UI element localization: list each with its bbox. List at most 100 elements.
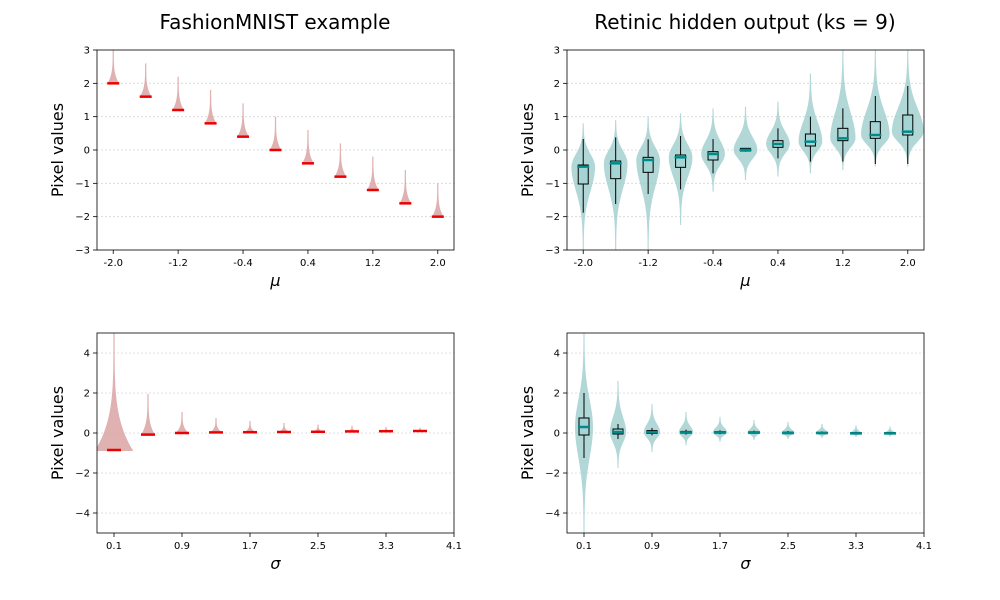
violin <box>850 425 862 437</box>
x-tick-label: 1.2 <box>835 258 851 269</box>
violin <box>269 116 282 151</box>
y-tick-label: −4 <box>545 509 560 520</box>
violin <box>733 106 758 180</box>
violin <box>242 421 258 433</box>
violin <box>815 424 829 438</box>
x-axis-label: μ <box>739 271 750 290</box>
y-tick-label: 0 <box>84 429 90 440</box>
violin <box>431 183 445 218</box>
panel-input-mu: −3 −2 −1 0 1 2 3 -2.0 -1.2 -0.4 0.4 1.2 2.0 μ Pixel va… <box>48 46 455 290</box>
violin <box>747 420 761 440</box>
y-tick-label: −3 <box>75 246 90 257</box>
plot-area <box>106 50 445 218</box>
x-tick-label: -2.0 <box>573 258 593 269</box>
violin <box>174 412 190 434</box>
y-tick-label: 4 <box>84 349 90 360</box>
violin <box>678 412 694 446</box>
violin <box>139 63 152 98</box>
x-axis-label: μ <box>269 271 280 290</box>
x-tick-label: 4.1 <box>916 541 932 552</box>
box <box>902 114 914 136</box>
y-axis-label: Pixel values <box>518 103 537 197</box>
y-tick-label: 2 <box>84 79 90 90</box>
violin <box>204 90 217 124</box>
x-tick-label: 0.9 <box>174 541 190 552</box>
y-tick-label: −4 <box>75 509 90 520</box>
x-tick-label: -1.2 <box>168 258 188 269</box>
y-tick-label: −3 <box>545 246 560 257</box>
x-tick-label: 2.5 <box>780 541 796 552</box>
panel-hidden-mu: −3 −2 −1 0 1 2 3 -2.0 -1.2 -0.4 0.4 1.2 2.0 μ Pixel va… <box>518 46 925 290</box>
violin <box>399 170 412 204</box>
y-tick-label: 3 <box>84 46 90 57</box>
x-tick-label: 0.1 <box>576 541 592 552</box>
violin <box>301 130 315 164</box>
x-tick-label: 2.5 <box>310 541 326 552</box>
panel-input-sigma: −4 −2 0 2 4 0.1 0.9 1.7 2.5 3.3 4.1 σ Pixel values <box>48 332 462 573</box>
y-tick-label: 1 <box>84 112 90 123</box>
x-tick-label: -0.4 <box>233 258 253 269</box>
plot-area <box>571 50 924 250</box>
x-axis-label: σ <box>740 554 751 573</box>
y-tick-label: 4 <box>554 349 560 360</box>
box <box>804 133 816 147</box>
y-tick-label: −2 <box>545 469 560 480</box>
violin <box>97 333 134 451</box>
y-tick-label: 2 <box>554 79 560 90</box>
y-axis-label: Pixel values <box>48 386 67 480</box>
x-tick-label: 1.7 <box>712 541 728 552</box>
violin <box>106 50 120 84</box>
x-tick-label: 0.1 <box>106 541 122 552</box>
violin <box>781 422 795 439</box>
y-tick-label: 0 <box>554 429 560 440</box>
y-tick-label: 2 <box>84 389 90 400</box>
box <box>707 151 719 161</box>
y-tick-label: −2 <box>75 212 90 223</box>
box <box>642 156 654 173</box>
x-tick-label: 2.0 <box>900 258 916 269</box>
y-tick-label: 3 <box>554 46 560 57</box>
x-tick-label: -1.2 <box>638 258 658 269</box>
x-axis-label: σ <box>270 554 281 573</box>
violin <box>884 426 896 437</box>
violin <box>412 427 428 432</box>
violin <box>712 417 728 442</box>
x-tick-label: 2.0 <box>430 258 446 269</box>
violin <box>334 143 347 178</box>
y-tick-label: 0 <box>554 146 560 157</box>
x-tick-label: 1.2 <box>365 258 381 269</box>
plot-area <box>97 333 428 452</box>
violin <box>378 427 394 432</box>
box <box>577 164 589 185</box>
x-tick-label: 3.3 <box>848 541 864 552</box>
plot-area <box>575 333 896 533</box>
violin <box>366 156 380 191</box>
violin <box>140 394 156 436</box>
y-tick-label: 2 <box>554 389 560 400</box>
y-tick-label: −1 <box>545 179 560 190</box>
violin <box>236 103 250 138</box>
violin <box>276 423 292 433</box>
box <box>675 154 687 168</box>
x-tick-label: 1.7 <box>242 541 258 552</box>
y-tick-label: −1 <box>75 179 90 190</box>
box <box>610 160 622 180</box>
x-tick-label: -2.0 <box>103 258 123 269</box>
title-left: FashionMNIST example <box>160 10 391 34</box>
x-tick-label: 3.3 <box>378 541 394 552</box>
title-right: Retinic hidden output (ks = 9) <box>594 10 895 34</box>
box <box>869 121 881 139</box>
box <box>837 127 849 142</box>
x-tick-label: 4.1 <box>446 541 462 552</box>
x-tick-label: 0.4 <box>770 258 786 269</box>
x-tick-label: 0.4 <box>300 258 316 269</box>
x-tick-label: 0.9 <box>644 541 660 552</box>
x-tick-label: -0.4 <box>703 258 723 269</box>
violin <box>344 425 360 432</box>
y-tick-label: 0 <box>84 146 90 157</box>
violin <box>208 418 224 433</box>
y-tick-label: −2 <box>75 469 90 480</box>
y-axis-label: Pixel values <box>48 103 67 197</box>
violin <box>310 424 326 433</box>
